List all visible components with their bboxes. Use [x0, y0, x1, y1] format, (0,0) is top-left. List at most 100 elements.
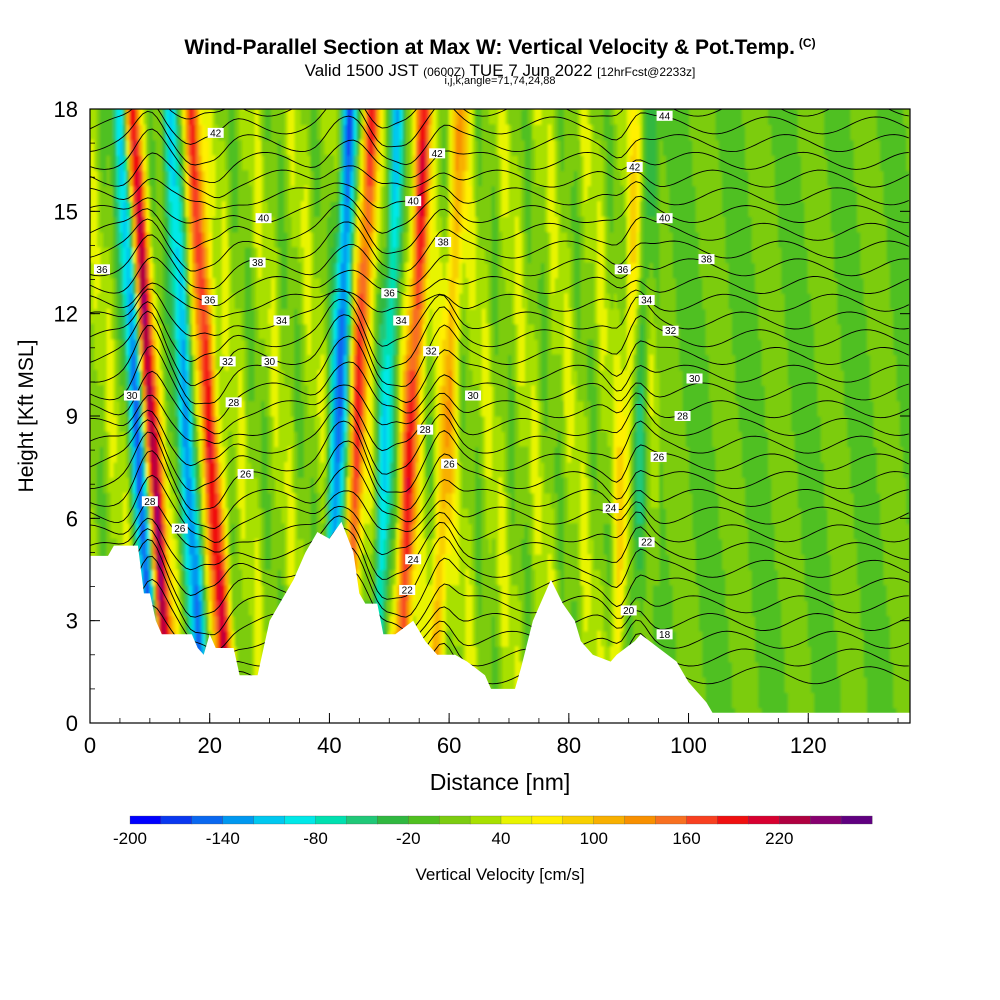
velocity-cell: [481, 370, 486, 386]
velocity-cell: [527, 231, 532, 248]
velocity-cell: [152, 155, 157, 172]
velocity-cell: [152, 124, 157, 141]
velocity-cell: [198, 400, 203, 417]
velocity-cell: [409, 569, 414, 586]
velocity-cell: [336, 109, 341, 125]
velocity-cell: [113, 293, 117, 310]
velocity-cell: [238, 155, 242, 172]
velocity-cell: [485, 216, 489, 233]
velocity-cell: [169, 216, 173, 233]
velocity-cell: [419, 462, 424, 478]
velocity-cell: [603, 124, 608, 141]
velocity-cell: [445, 462, 450, 478]
velocity-cell: [257, 462, 262, 478]
velocity-cell: [494, 370, 499, 386]
velocity-cell: [188, 155, 193, 172]
velocity-cell: [409, 600, 414, 617]
velocity-cell: [577, 231, 582, 248]
velocity-cell: [317, 231, 321, 248]
velocity-cell: [452, 247, 456, 264]
velocity-cell: [544, 370, 549, 386]
velocity-cell: [501, 492, 506, 509]
velocity-cell: [336, 416, 341, 432]
velocity-cell: [122, 216, 127, 233]
velocity-cell: [442, 569, 447, 586]
velocity-cell: [521, 600, 526, 617]
velocity-cell: [369, 554, 374, 571]
velocity-cell: [201, 462, 206, 478]
velocity-cell: [225, 109, 229, 125]
velocity-cell: [159, 231, 163, 248]
velocity-cell: [304, 231, 308, 248]
velocity-cell: [172, 277, 177, 294]
velocity-cell: [478, 124, 483, 141]
velocity-cell: [547, 124, 552, 141]
velocity-cell: [136, 124, 140, 141]
velocity-cell: [498, 646, 503, 663]
velocity-cell: [159, 185, 163, 202]
velocity-cell: [126, 247, 131, 264]
velocity-cell: [356, 339, 361, 356]
velocity-cell: [531, 231, 535, 248]
velocity-cell: [146, 354, 150, 371]
velocity-cell: [211, 155, 216, 172]
velocity-cell: [340, 293, 345, 310]
velocity-cell: [359, 323, 364, 340]
velocity-cell: [221, 109, 226, 125]
velocity-cell: [136, 370, 140, 386]
velocity-cell: [366, 293, 371, 310]
velocity-cell: [280, 554, 285, 571]
velocity-cell: [429, 431, 433, 448]
velocity-cell: [379, 569, 384, 586]
velocity-cell: [350, 139, 354, 156]
velocity-cell: [481, 385, 486, 402]
velocity-cell: [432, 262, 437, 279]
velocity-cell: [142, 293, 147, 310]
velocity-cell: [606, 477, 611, 494]
velocity-cell: [215, 477, 219, 494]
velocity-cell: [129, 323, 134, 340]
velocity-cell: [465, 339, 470, 356]
velocity-cell: [198, 523, 203, 540]
velocity-cell: [399, 277, 404, 294]
velocity-cell: [537, 477, 542, 494]
velocity-cell: [300, 109, 305, 125]
velocity-cell: [406, 201, 410, 217]
velocity-cell: [208, 308, 213, 325]
velocity-cell: [122, 124, 127, 141]
velocity-cell: [313, 477, 318, 494]
velocity-cell: [485, 661, 489, 678]
velocity-cell: [271, 569, 275, 586]
velocity-cell: [534, 216, 539, 233]
velocity-cell: [392, 370, 397, 386]
velocity-cell: [419, 584, 424, 601]
velocity-cell: [541, 446, 545, 463]
velocity-cell: [188, 339, 193, 356]
velocity-cell: [109, 216, 114, 233]
velocity-cell: [274, 569, 279, 586]
velocity-cell: [583, 385, 588, 402]
velocity-cell: [445, 124, 450, 141]
velocity-cell: [603, 508, 608, 525]
velocity-cell: [287, 109, 292, 125]
velocity-cell: [165, 201, 170, 217]
velocity-cell: [606, 462, 611, 478]
velocity-cell: [317, 155, 321, 172]
velocity-cell: [146, 370, 150, 386]
velocity-cell: [234, 124, 239, 141]
velocity-cell: [178, 569, 183, 586]
velocity-cell: [452, 431, 456, 448]
velocity-cell: [363, 385, 368, 402]
velocity-cell: [251, 431, 256, 448]
velocity-cell: [254, 185, 259, 202]
velocity-cell: [225, 323, 229, 340]
velocity-cell: [590, 277, 595, 294]
velocity-cell: [406, 293, 410, 310]
velocity-cell: [300, 339, 305, 356]
velocity-cell: [465, 201, 470, 217]
velocity-cell: [155, 170, 160, 187]
velocity-cell: [442, 508, 447, 525]
velocity-cell: [425, 109, 430, 110]
velocity-cell: [169, 231, 173, 248]
velocity-cell: [300, 431, 305, 448]
